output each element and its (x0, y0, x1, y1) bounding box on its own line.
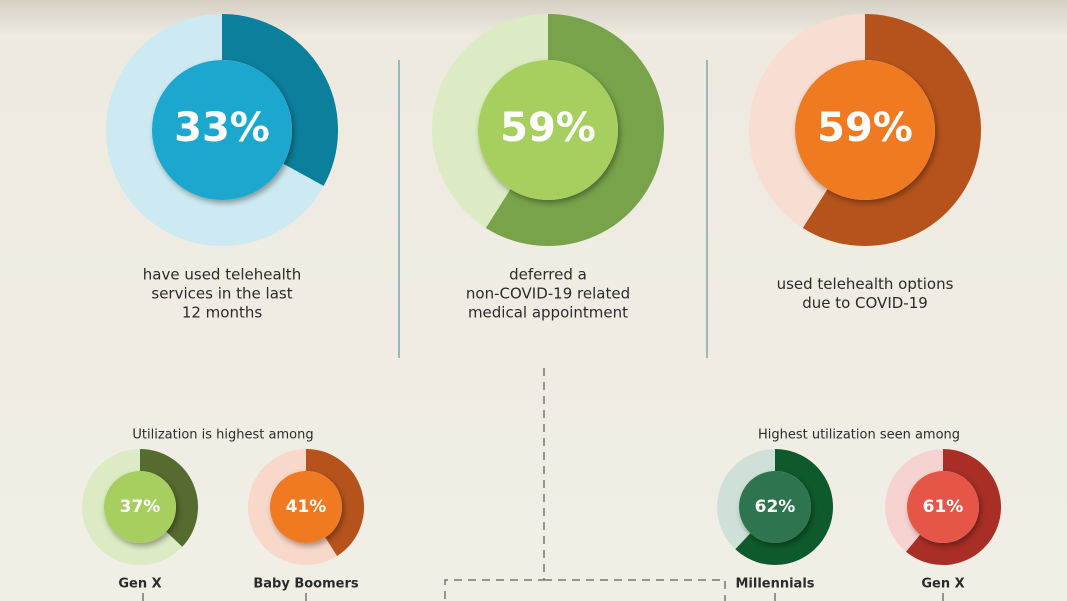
caption: 12 months (182, 304, 263, 322)
donut-value: 62% (755, 497, 796, 517)
section-heading: Highest utilization seen among (758, 428, 960, 443)
donut-label: Gen X (921, 577, 964, 592)
donut-arc (305, 449, 364, 556)
donut-arc (906, 449, 1001, 565)
caption: have used telehealth (143, 266, 301, 284)
connector-stub (142, 593, 944, 601)
donut-center (104, 471, 176, 543)
donut-arc (221, 14, 338, 186)
donut-arc (735, 449, 833, 565)
caption: deferred a (509, 266, 587, 284)
caption: used telehealth options (777, 275, 954, 293)
donut-center (907, 471, 979, 543)
donut-center (795, 60, 935, 200)
caption: due to COVID-19 (802, 294, 928, 312)
donut-value: 61% (923, 497, 964, 517)
donut-label: Gen X (118, 577, 161, 592)
donut-value: 59% (817, 105, 913, 151)
donut-arc (802, 14, 981, 246)
donut-center (478, 60, 618, 200)
donut-value: 41% (286, 497, 327, 517)
donut-center (270, 471, 342, 543)
caption: medical appointment (468, 304, 628, 322)
connector (444, 368, 726, 601)
donut-center (739, 471, 811, 543)
donut-arc (139, 449, 198, 547)
donut-center (152, 60, 292, 200)
donut-value: 37% (120, 497, 161, 517)
donut-label: Baby Boomers (253, 577, 359, 592)
donut-value: 33% (174, 105, 270, 151)
donut-arc (485, 14, 664, 246)
caption: services in the last (151, 285, 292, 303)
donut-value: 59% (500, 105, 596, 151)
section-heading: Utilization is highest among (132, 428, 313, 443)
donut-label: Millennials (735, 577, 814, 592)
caption: non-COVID-19 related (466, 285, 630, 303)
